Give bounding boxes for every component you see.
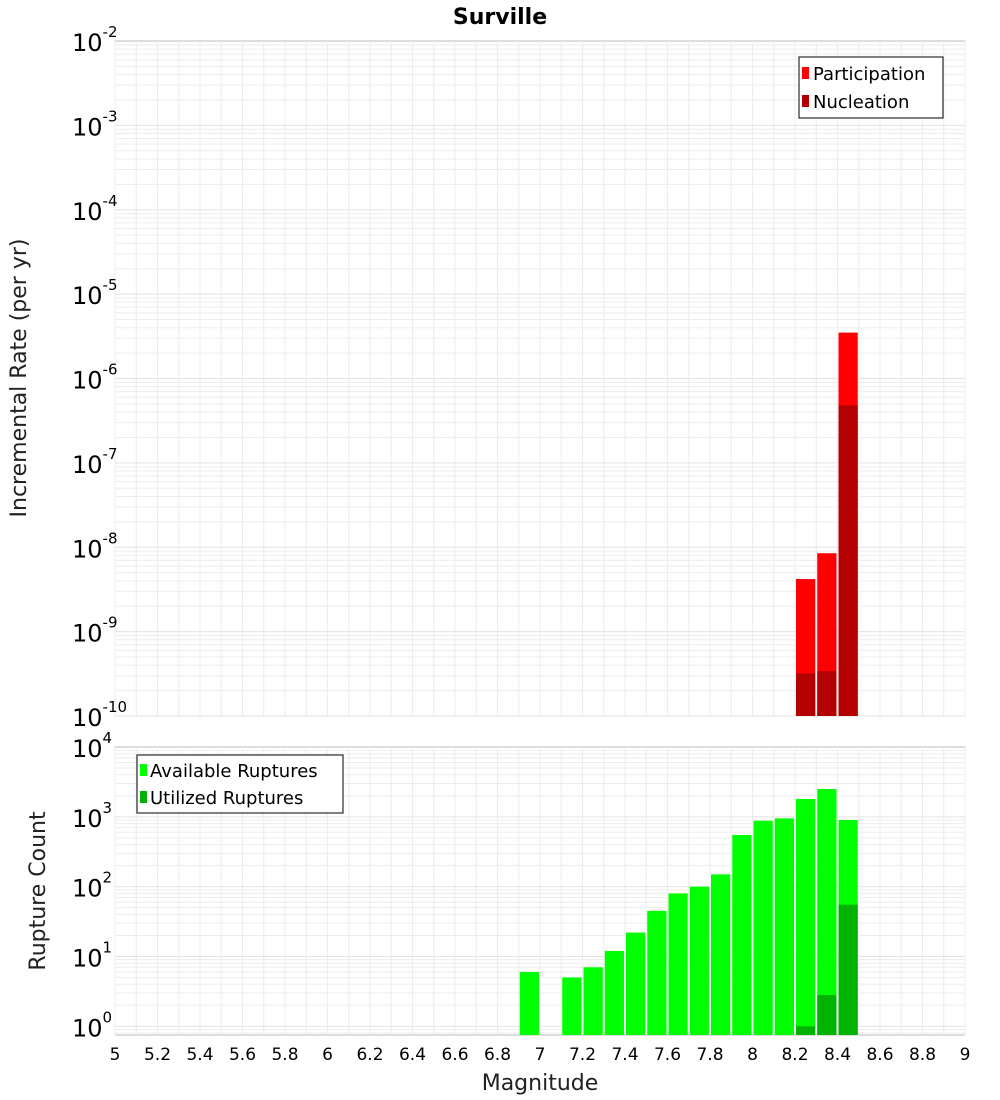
top-y-ticks: 10-10 10-9 10-8 10-7 10-6 10-5 10-4 10-3 10-2 bbox=[72, 23, 127, 732]
bar-utilized-ruptures bbox=[838, 904, 858, 1035]
x-tick-label: 8.6 bbox=[866, 1045, 893, 1065]
bar-available-ruptures bbox=[796, 798, 816, 1035]
top-y-tick-label: 10-8 bbox=[72, 529, 118, 563]
x-axis-label: Magnitude bbox=[482, 1071, 599, 1096]
x-tick-label: 7.6 bbox=[654, 1045, 681, 1065]
bar-available-ruptures bbox=[774, 818, 794, 1035]
x-ticks: 5 5.2 5.4 5.6 5.8 6 6.2 6.4 6.6 6.8 7 7.2 7.4 7.6 7.8 8… bbox=[110, 1045, 971, 1065]
top-bars bbox=[796, 332, 858, 716]
top-legend-box bbox=[798, 56, 944, 119]
top-y-tick-label: 10-10 bbox=[72, 698, 127, 732]
bottom-bars bbox=[519, 789, 858, 1035]
x-tick-label: 5 bbox=[110, 1045, 121, 1065]
bar-available-ruptures bbox=[668, 893, 688, 1035]
x-tick-label: 5.6 bbox=[229, 1045, 256, 1065]
top-plot-rate: 10-10 10-9 10-8 10-7 10-6 10-5 10-4 10-3 10-2 In… bbox=[7, 23, 966, 732]
bottom-y-tick-label: 100 bbox=[72, 1008, 112, 1042]
bar-available-ruptures bbox=[626, 932, 646, 1035]
top-y-tick-label: 10-7 bbox=[72, 445, 118, 479]
chart-title: Surville bbox=[453, 5, 547, 30]
x-tick-label: 7 bbox=[535, 1045, 546, 1065]
x-tick-label: 9 bbox=[960, 1045, 971, 1065]
x-tick-label: 8.2 bbox=[781, 1045, 808, 1065]
top-y-tick-label: 10-9 bbox=[72, 614, 118, 648]
bar-available-ruptures bbox=[753, 820, 773, 1035]
bottom-y-tick-label: 103 bbox=[72, 799, 112, 833]
legend-swatch-participation bbox=[802, 67, 809, 79]
x-tick-label: 6 bbox=[322, 1045, 333, 1065]
bar-nucleation bbox=[838, 405, 858, 716]
x-tick-label: 7.8 bbox=[696, 1045, 723, 1065]
x-tick-label: 5.4 bbox=[186, 1045, 213, 1065]
x-tick-label: 7.2 bbox=[569, 1045, 596, 1065]
x-tick-label: 6.6 bbox=[441, 1045, 468, 1065]
top-grid bbox=[114, 41, 966, 717]
bar-utilized-ruptures bbox=[817, 995, 837, 1035]
x-tick-label: 5.8 bbox=[271, 1045, 298, 1065]
legend-label-available: Available Ruptures bbox=[150, 761, 318, 782]
top-y-tick-label: 10-6 bbox=[72, 361, 118, 395]
legend-swatch-available bbox=[140, 764, 147, 776]
legend-label-nucleation: Nucleation bbox=[813, 92, 909, 113]
bottom-legend: Available Ruptures Utilized Ruptures bbox=[136, 754, 344, 814]
bottom-y-axis-label: Rupture Count bbox=[26, 811, 51, 971]
bottom-y-tick-label: 102 bbox=[72, 869, 112, 903]
x-tick-label: 8.8 bbox=[909, 1045, 936, 1065]
top-y-tick-label: 10-5 bbox=[72, 276, 118, 310]
bar-available-ruptures bbox=[604, 950, 624, 1035]
top-y-tick-label: 10-2 bbox=[72, 23, 118, 57]
bar-nucleation bbox=[817, 671, 837, 716]
x-tick-label: 8 bbox=[747, 1045, 758, 1065]
bar-available-ruptures bbox=[711, 874, 731, 1035]
top-y-axis-label: Incremental Rate (per yr) bbox=[7, 239, 32, 518]
bar-available-ruptures bbox=[689, 886, 709, 1035]
x-tick-label: 5.2 bbox=[144, 1045, 171, 1065]
top-y-tick-label: 10-4 bbox=[72, 192, 118, 226]
legend-label-participation: Participation bbox=[813, 64, 925, 85]
bar-available-ruptures bbox=[583, 967, 603, 1035]
top-y-tick-label: 10-3 bbox=[72, 107, 118, 141]
legend-swatch-utilized bbox=[140, 791, 147, 803]
x-tick-label: 7.4 bbox=[611, 1045, 638, 1065]
x-tick-label: 6.8 bbox=[484, 1045, 511, 1065]
legend-swatch-nucleation bbox=[802, 95, 809, 107]
bar-available-ruptures bbox=[519, 971, 539, 1035]
x-tick-label: 6.4 bbox=[399, 1045, 426, 1065]
bottom-legend-box bbox=[136, 754, 344, 814]
bar-available-ruptures bbox=[732, 834, 752, 1035]
bar-available-ruptures bbox=[647, 910, 667, 1035]
bottom-y-tick-label: 104 bbox=[72, 729, 112, 763]
bar-utilized-ruptures bbox=[796, 1026, 816, 1035]
bar-available-ruptures bbox=[562, 977, 582, 1035]
bar-nucleation bbox=[796, 673, 816, 716]
bar-available-ruptures bbox=[817, 789, 837, 1035]
top-legend: Participation Nucleation bbox=[798, 56, 944, 119]
x-tick-label: 8.4 bbox=[824, 1045, 851, 1065]
x-tick-label: 6.2 bbox=[356, 1045, 383, 1065]
bottom-plot-count: 100 101 102 103 104 5 5.2 5.4 5.6 5.8 6 6.2 6.4 6.6 6… bbox=[26, 729, 970, 1096]
legend-label-utilized: Utilized Ruptures bbox=[150, 788, 303, 809]
bottom-y-ticks: 100 101 102 103 104 bbox=[72, 729, 112, 1042]
bottom-y-tick-label: 101 bbox=[72, 938, 112, 972]
